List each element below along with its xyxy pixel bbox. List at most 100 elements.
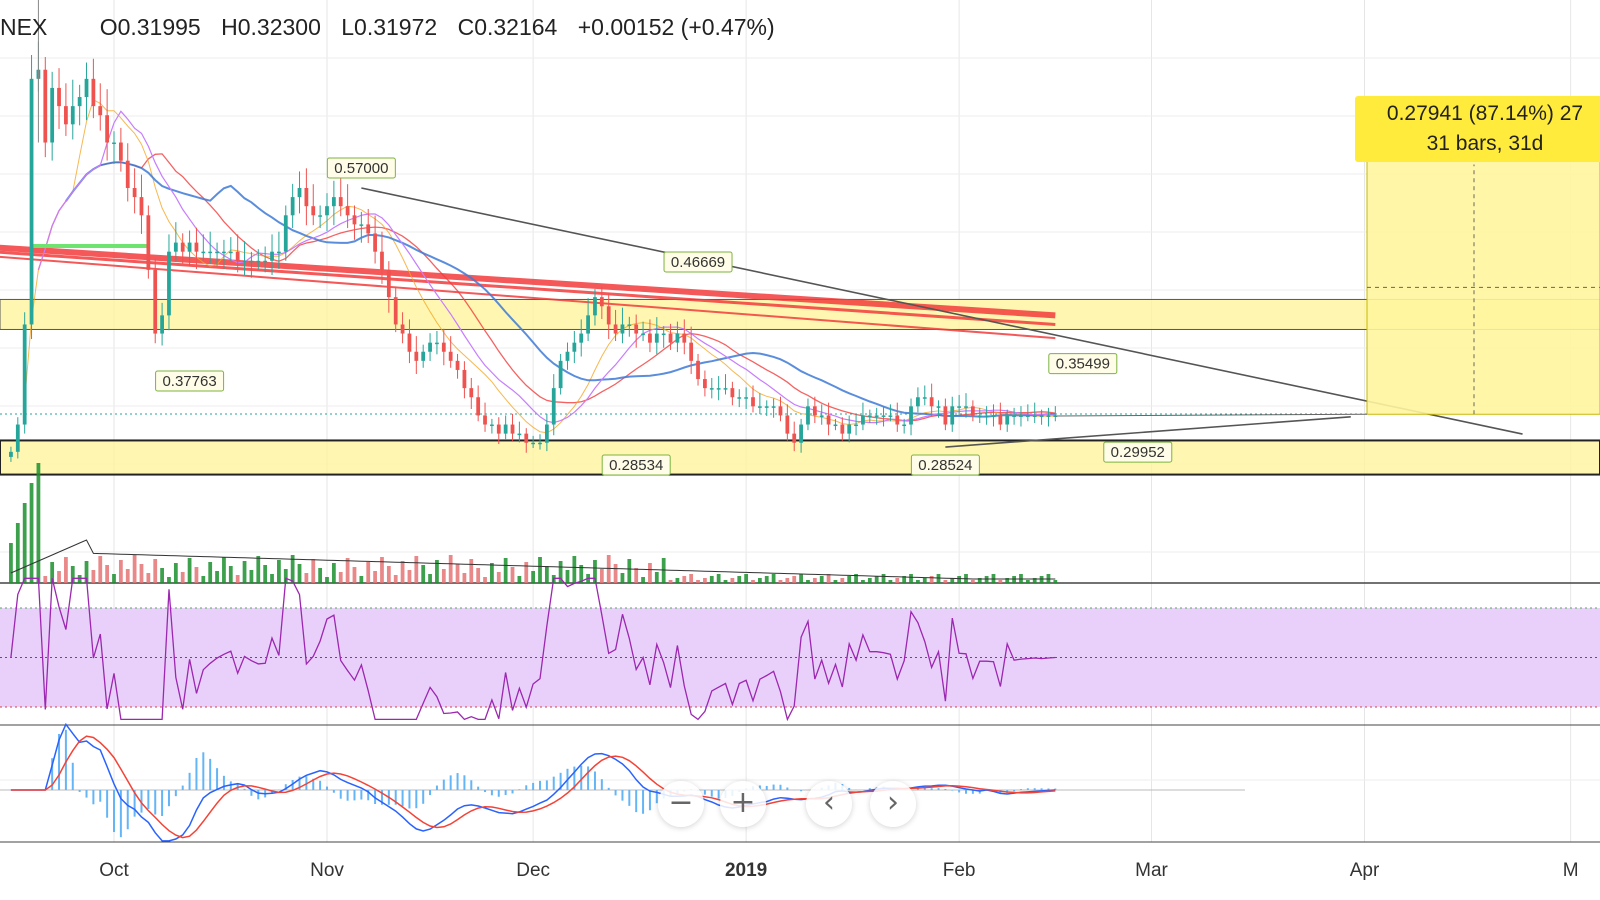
- candle-body: [50, 87, 55, 143]
- volume-bar: [277, 560, 281, 583]
- candle-body: [84, 78, 89, 98]
- zoom-out-icon[interactable]: −: [658, 781, 704, 827]
- price-label-box: [1048, 353, 1118, 375]
- candle-body: [634, 324, 639, 334]
- x-tick-label: 2019: [725, 860, 767, 881]
- candle-body: [428, 342, 432, 352]
- candle-body: [936, 406, 941, 408]
- volume-bar: [84, 561, 89, 583]
- candle-body: [249, 260, 254, 263]
- candle-body: [723, 388, 728, 390]
- volume-bar: [579, 565, 584, 583]
- candle-body: [118, 142, 123, 161]
- price-label: 0.46669: [671, 254, 725, 271]
- volume-bar: [627, 559, 632, 583]
- candle-body: [861, 415, 865, 425]
- candle-body: [256, 260, 261, 263]
- candle-body: [757, 406, 762, 408]
- candle-body: [435, 342, 439, 345]
- volume-bar: [675, 578, 680, 583]
- volume-bar: [91, 570, 96, 583]
- candle-body: [730, 388, 735, 398]
- volume-bar: [771, 574, 776, 583]
- candle-body: [895, 415, 900, 425]
- volume-bar: [723, 580, 728, 583]
- candle-body: [400, 324, 405, 334]
- candle-body: [325, 206, 329, 216]
- candle-body: [565, 351, 570, 361]
- candle-body: [228, 251, 233, 254]
- volume-bar: [386, 566, 391, 583]
- volume-bar: [819, 576, 824, 583]
- volume-bar: [895, 578, 900, 583]
- measure-line-2: 31 bars, 31d: [1426, 132, 1544, 155]
- volume-bar: [194, 567, 199, 583]
- volume-bar: [957, 576, 962, 583]
- candle-body: [881, 415, 886, 417]
- close-value: C0.32164: [457, 14, 558, 40]
- candle-body: [77, 97, 82, 107]
- candle-body: [854, 424, 858, 427]
- candle-body: [490, 424, 494, 427]
- price-label-box: [663, 251, 733, 273]
- candle-body: [496, 424, 501, 434]
- candle-body: [345, 206, 350, 216]
- candle-body: [448, 351, 453, 361]
- candle-body: [139, 197, 144, 216]
- candle-body: [153, 269, 158, 334]
- volume-bar: [922, 578, 927, 583]
- candle-body: [957, 406, 962, 408]
- candle-body: [318, 215, 323, 217]
- candle-body: [950, 406, 955, 425]
- candle-body: [668, 333, 673, 343]
- candle-body: [146, 215, 151, 270]
- candle-body: [441, 342, 446, 352]
- volume-bar: [469, 559, 474, 583]
- volume-bar: [57, 571, 61, 583]
- macd-pane: [0, 722, 1600, 843]
- volume-bar: [1032, 578, 1037, 583]
- candle-body: [64, 106, 68, 125]
- candle-body: [393, 297, 398, 325]
- volume-bar: [9, 543, 13, 583]
- volume-bar: [606, 555, 611, 583]
- candle-body: [283, 215, 288, 252]
- volume-bar: [222, 557, 226, 583]
- volume-bar: [751, 580, 755, 583]
- measure-baseline: [1055, 413, 1368, 417]
- candle-body: [359, 224, 364, 226]
- candle-body: [270, 251, 274, 261]
- volume-bar: [441, 569, 446, 583]
- scroll-right-icon[interactable]: ›: [870, 781, 916, 827]
- candle-body: [1046, 415, 1051, 417]
- candle-body: [1005, 415, 1010, 425]
- candle-body: [43, 69, 48, 143]
- volume-bar: [799, 574, 803, 583]
- volume-bar: [15, 523, 20, 583]
- candle-body: [277, 251, 281, 254]
- x-tick-label: Oct: [99, 860, 129, 881]
- candle-body: [373, 233, 377, 252]
- x-axis: Oct Nov Dec 2019 Feb Mar Apr M: [99, 860, 1578, 881]
- volume-bar: [840, 578, 845, 583]
- volume-bar: [50, 562, 55, 583]
- candle-body: [208, 251, 213, 254]
- volume-bar: [366, 562, 371, 583]
- candle-body: [977, 415, 982, 417]
- scroll-left-icon[interactable]: ‹: [806, 781, 852, 827]
- zoom-in-icon[interactable]: +: [720, 781, 766, 827]
- volume-bar: [867, 578, 872, 583]
- volume-bar: [524, 562, 529, 583]
- candle-body: [91, 78, 96, 107]
- volume-bar: [338, 572, 343, 583]
- candle-body: [215, 251, 219, 254]
- candle-body: [538, 442, 542, 445]
- candle-body: [909, 406, 913, 425]
- candle-body: [235, 251, 240, 261]
- volume-bar: [290, 555, 295, 583]
- candle-body: [998, 415, 1003, 425]
- volume-bar: [620, 573, 625, 583]
- candle-body: [675, 333, 680, 343]
- volume-bar: [1025, 580, 1030, 583]
